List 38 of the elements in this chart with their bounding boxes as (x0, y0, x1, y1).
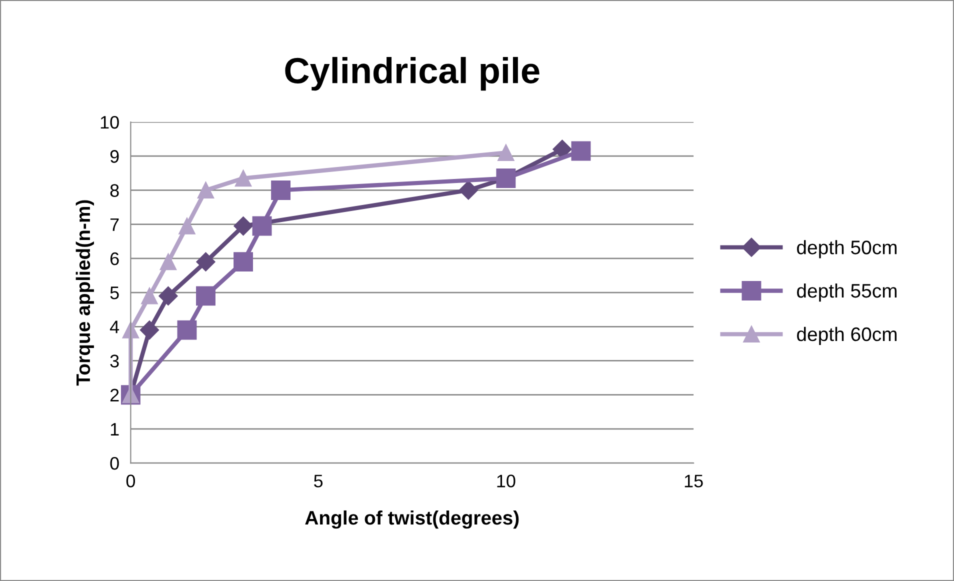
y-tick-label: 3 (110, 354, 119, 368)
y-axis-title: Torque applied(n-m) (76, 200, 94, 386)
x-tick-label: 5 (314, 474, 323, 488)
y-tick-label: 0 (110, 456, 119, 470)
point (158, 286, 178, 306)
y-tick-label: 2 (110, 388, 119, 402)
point (458, 180, 478, 200)
y-tick-label: 9 (110, 150, 119, 163)
legend-label: depth 60cm (797, 326, 897, 345)
y-tick-label: 1 (110, 423, 119, 436)
point (141, 288, 158, 304)
point (196, 286, 216, 306)
y-tick-label: 10 (100, 116, 119, 129)
point (498, 144, 514, 162)
point (140, 320, 159, 340)
point (234, 216, 253, 236)
point (252, 216, 272, 236)
x-tick-label: 15 (684, 474, 703, 488)
y-tick-label: 4 (110, 320, 120, 334)
y-tick-label: 6 (110, 252, 119, 266)
point (178, 218, 196, 234)
x-tick-label: 0 (126, 474, 136, 488)
point (196, 252, 216, 272)
point (234, 252, 253, 272)
point (571, 141, 591, 161)
legend-label: depth 50cm (797, 240, 897, 258)
point (197, 182, 214, 199)
y-tick-label: 8 (110, 184, 119, 197)
chart-title: Cylindrical pile (285, 56, 540, 91)
x-tick-label: 10 (497, 474, 516, 488)
x-axis-title: Angle of twist(degrees) (305, 510, 519, 529)
point (177, 320, 197, 340)
point (234, 170, 252, 187)
y-tick-label: 5 (110, 286, 119, 300)
point (160, 254, 177, 270)
legend-label: depth 55cm (797, 283, 897, 302)
y-tick-label: 7 (110, 218, 119, 231)
point (271, 180, 291, 200)
